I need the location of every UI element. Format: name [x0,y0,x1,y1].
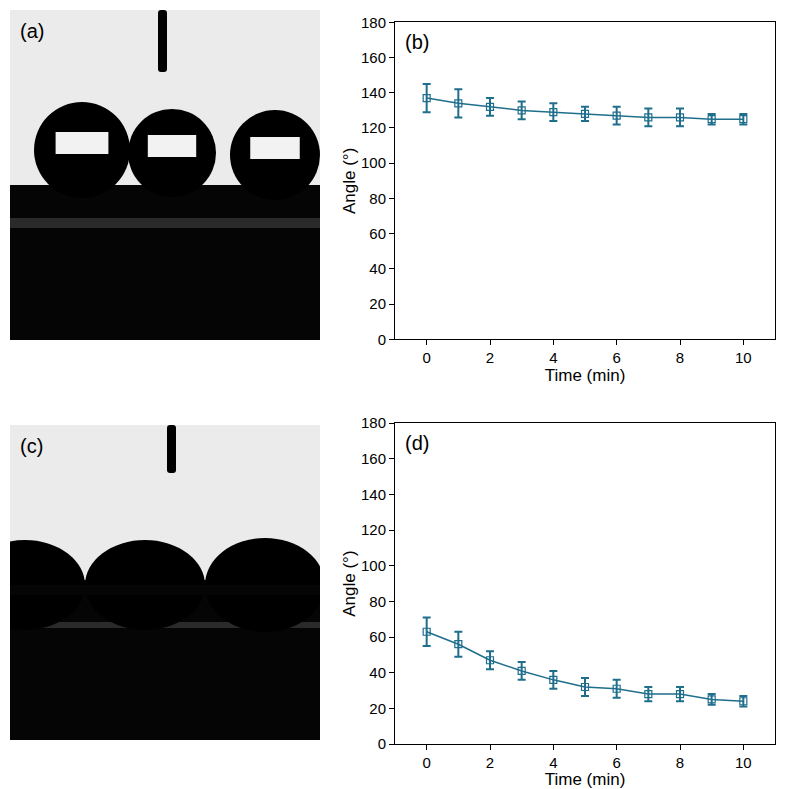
svg-text:10: 10 [735,754,752,771]
svg-text:(d): (d) [405,432,429,454]
svg-text:0: 0 [422,349,430,366]
svg-text:6: 6 [612,754,620,771]
svg-text:180: 180 [361,14,386,31]
svg-text:Angle (°): Angle (°) [340,550,359,616]
svg-text:2: 2 [486,754,494,771]
svg-text:8: 8 [676,349,684,366]
svg-text:0: 0 [422,754,430,771]
svg-text:0: 0 [378,735,386,752]
svg-text:20: 20 [369,295,386,312]
svg-text:40: 40 [369,260,386,277]
svg-text:80: 80 [369,593,386,610]
svg-text:Time (min): Time (min) [545,770,626,789]
svg-text:2: 2 [486,349,494,366]
svg-text:8: 8 [676,754,684,771]
svg-text:20: 20 [369,700,386,717]
svg-text:160: 160 [361,450,386,467]
svg-text:4: 4 [549,754,557,771]
svg-text:60: 60 [369,225,386,242]
svg-text:(b): (b) [405,31,429,53]
svg-text:Time (min): Time (min) [545,366,626,385]
svg-text:Angle (°): Angle (°) [340,148,359,214]
svg-text:0: 0 [378,331,386,348]
svg-text:120: 120 [361,119,386,136]
svg-text:160: 160 [361,49,386,66]
svg-text:6: 6 [612,349,620,366]
svg-text:10: 10 [735,349,752,366]
svg-text:100: 100 [361,557,386,574]
svg-text:80: 80 [369,190,386,207]
svg-text:(c): (c) [20,435,43,457]
svg-text:180: 180 [361,414,386,431]
svg-text:120: 120 [361,521,386,538]
svg-text:60: 60 [369,628,386,645]
svg-text:40: 40 [369,664,386,681]
svg-text:140: 140 [361,84,386,101]
svg-text:(a): (a) [20,20,44,42]
svg-text:4: 4 [549,349,557,366]
svg-text:140: 140 [361,486,386,503]
svg-text:100: 100 [361,154,386,171]
